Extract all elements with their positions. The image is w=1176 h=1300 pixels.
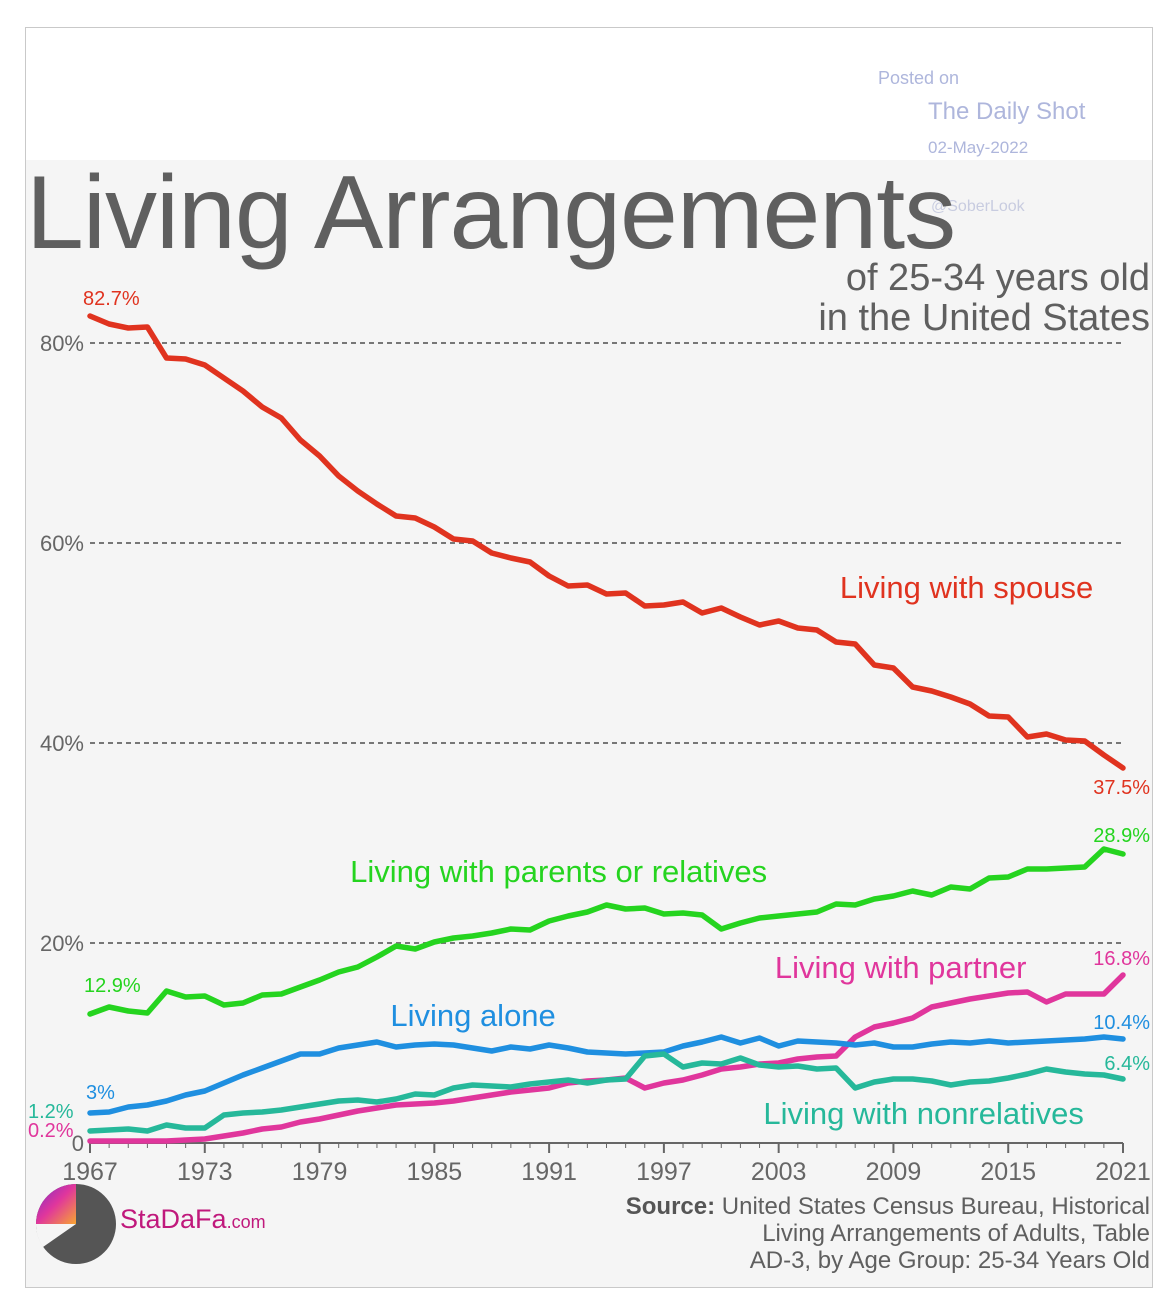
posted-on-box	[26, 28, 1152, 160]
y-tick-label: 0	[72, 1131, 84, 1156]
y-tick-label: 20%	[40, 931, 84, 956]
source-label: Source:	[625, 1193, 716, 1220]
line-chart: 0 20% 40% 60% 80% 1967 1973 1979 1985 1991 1997 200…	[28, 288, 1151, 1186]
series-line-living-with-parents-or-relatives	[87, 846, 1126, 1017]
x-tick-label: 1997	[636, 1158, 692, 1186]
end-value-label: 28.9%	[1093, 825, 1150, 847]
posted-handle: @SoberLook	[931, 198, 1025, 215]
series-name-label: Living with parents or relatives	[350, 854, 767, 889]
start-value-label: 82.7%	[83, 288, 140, 310]
gridlines	[90, 342, 1123, 944]
x-tick-label: 1991	[521, 1158, 577, 1186]
y-tick-label: 60%	[40, 531, 84, 556]
x-tick-label: 1973	[177, 1158, 233, 1186]
end-value-label: 10.4%	[1093, 1012, 1150, 1034]
x-tick-label: 2021	[1095, 1158, 1151, 1186]
end-value-label: 6.4%	[1104, 1053, 1150, 1075]
source-line-1: United States Census Bureau, Historical	[721, 1193, 1150, 1220]
chart-subtitle: of 25-34 years old in the United States	[818, 258, 1150, 338]
start-value-label: 12.9%	[84, 975, 141, 997]
chart-title: Living Arrangements	[26, 155, 956, 271]
axes: 0 20% 40% 60% 80% 1967 1973 1979 1985 1991 1997 200…	[40, 331, 1151, 1186]
x-tick-label: 2015	[980, 1158, 1036, 1186]
source-note: Source: United States Census Bureau, His…	[626, 1193, 1150, 1274]
posted-date: 02-May-2022	[928, 138, 1029, 157]
series-name-label: Living with spouse	[840, 570, 1093, 605]
series-line-living-with-spouse	[87, 313, 1126, 771]
start-value-label: 3%	[86, 1082, 115, 1104]
y-tick-label: 40%	[40, 731, 84, 756]
series-line-living-alone	[87, 1034, 1126, 1116]
logo-suffix: .com	[226, 1212, 266, 1232]
end-value-label: 16.8%	[1093, 948, 1150, 970]
source-line-2: Living Arrangements of Adults, Table	[762, 1220, 1150, 1247]
stadafa-logo-icon	[35, 1184, 116, 1264]
posted-site-name: The Daily Shot	[928, 98, 1086, 125]
x-tick-label: 1985	[407, 1158, 463, 1186]
y-tick-label: 80%	[40, 331, 84, 356]
source-line-3: AD-3, by Age Group: 25-34 Years Old	[749, 1247, 1150, 1274]
start-value-label: 0.2%	[28, 1120, 74, 1142]
posted-on-label: Posted on	[878, 68, 960, 88]
stadafa-logo-text: StaDaFa.com	[120, 1204, 266, 1235]
end-value-label: 37.5%	[1093, 777, 1150, 799]
x-tick-label: 1979	[292, 1158, 348, 1186]
series-name-label: Living with partner	[775, 950, 1027, 985]
x-tick-label: 2003	[751, 1158, 807, 1186]
subtitle-line-1: of 25-34 years old	[845, 257, 1150, 299]
subtitle-line-2: in the United States	[818, 297, 1150, 339]
start-value-label: 1.2%	[28, 1101, 74, 1123]
series-line-living-with-nonrelatives	[87, 1051, 1126, 1134]
data-labels: 82.7% 37.5% 12.9% 28.9% 0.2% 16.8% 3% 10.4% 1.2%…	[28, 288, 1150, 1142]
x-tick-label: 1967	[62, 1158, 118, 1186]
series-lines	[87, 313, 1126, 1144]
chart-frame: Posted on The Daily Shot 02-May-2022 @So…	[25, 27, 1153, 1288]
series-name-label: Living alone	[390, 998, 555, 1033]
x-tick-label: 2009	[866, 1158, 922, 1186]
logo-name: StaDaFa	[120, 1204, 227, 1234]
series-name-label: Living with nonrelatives	[763, 1096, 1084, 1131]
